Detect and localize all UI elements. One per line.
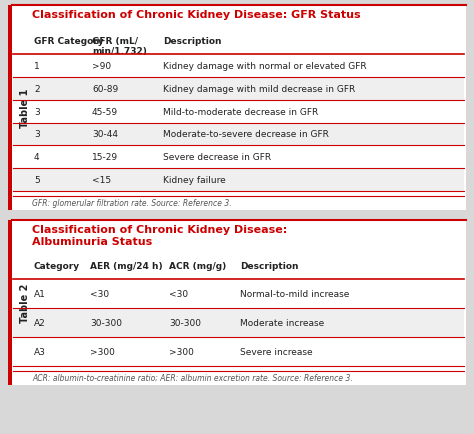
Text: Description: Description [240, 261, 299, 270]
Text: >300: >300 [90, 347, 115, 356]
Text: Kidney damage with mild decrease in GFR: Kidney damage with mild decrease in GFR [163, 85, 355, 94]
Text: Moderate increase: Moderate increase [240, 318, 325, 327]
Bar [13, 337, 464, 366]
Text: 4: 4 [34, 153, 40, 162]
Text: 30-44: 30-44 [92, 130, 118, 139]
Bar [13, 279, 464, 308]
Text: 1: 1 [34, 62, 40, 71]
Bar [8, 220, 12, 385]
Text: 3: 3 [34, 130, 40, 139]
Text: Moderate-to-severe decrease in GFR: Moderate-to-severe decrease in GFR [163, 130, 329, 139]
Text: 45-59: 45-59 [92, 107, 118, 116]
Text: Mild-to-moderate decrease in GFR: Mild-to-moderate decrease in GFR [163, 107, 318, 116]
Text: >300: >300 [169, 347, 194, 356]
Text: ACR (mg/g): ACR (mg/g) [169, 261, 227, 270]
Text: Table 2: Table 2 [20, 283, 30, 322]
Text: <30: <30 [169, 289, 189, 298]
Text: AER (mg/24 h): AER (mg/24 h) [90, 261, 163, 270]
Text: Classification of Chronic Kidney Disease:
Albuminuria Status: Classification of Chronic Kidney Disease… [32, 224, 287, 247]
Text: GFR: glomerular filtration rate. Source: Reference 3.: GFR: glomerular filtration rate. Source:… [32, 198, 232, 207]
Bar [8, 6, 466, 210]
Bar [13, 100, 464, 123]
Text: Classification of Chronic Kidney Disease: GFR Status: Classification of Chronic Kidney Disease… [32, 10, 361, 20]
Text: Kidney failure: Kidney failure [163, 176, 226, 184]
Text: Description: Description [163, 37, 221, 46]
Bar [13, 123, 464, 146]
Text: 5: 5 [34, 176, 40, 184]
Bar [13, 55, 464, 78]
Text: Normal-to-mild increase: Normal-to-mild increase [240, 289, 350, 298]
Text: GFR (mL/
min/1.732): GFR (mL/ min/1.732) [92, 37, 147, 56]
Text: 3: 3 [34, 107, 40, 116]
Bar [13, 169, 464, 191]
Bar [8, 6, 12, 210]
Text: Severe increase: Severe increase [240, 347, 313, 356]
Text: 30-300: 30-300 [169, 318, 201, 327]
Text: GFR Category: GFR Category [34, 37, 104, 46]
Text: >90: >90 [92, 62, 111, 71]
Text: 30-300: 30-300 [90, 318, 122, 327]
Text: A1: A1 [34, 289, 46, 298]
Bar [13, 308, 464, 337]
Text: Kidney damage with normal or elevated GFR: Kidney damage with normal or elevated GF… [163, 62, 366, 71]
Text: 2: 2 [34, 85, 40, 94]
Text: 15-29: 15-29 [92, 153, 118, 162]
Text: A2: A2 [34, 318, 46, 327]
Text: Table 1: Table 1 [20, 89, 30, 128]
Text: Category: Category [34, 261, 80, 270]
Text: Severe decrease in GFR: Severe decrease in GFR [163, 153, 271, 162]
Text: <15: <15 [92, 176, 111, 184]
Bar [13, 78, 464, 100]
Text: ACR: albumin-to-creatinine ratio; AER: albumin excretion rate. Source: Reference: ACR: albumin-to-creatinine ratio; AER: a… [32, 373, 353, 382]
Text: 60-89: 60-89 [92, 85, 118, 94]
Bar [13, 146, 464, 169]
Text: <30: <30 [90, 289, 109, 298]
Text: A3: A3 [34, 347, 46, 356]
Bar [8, 220, 466, 385]
